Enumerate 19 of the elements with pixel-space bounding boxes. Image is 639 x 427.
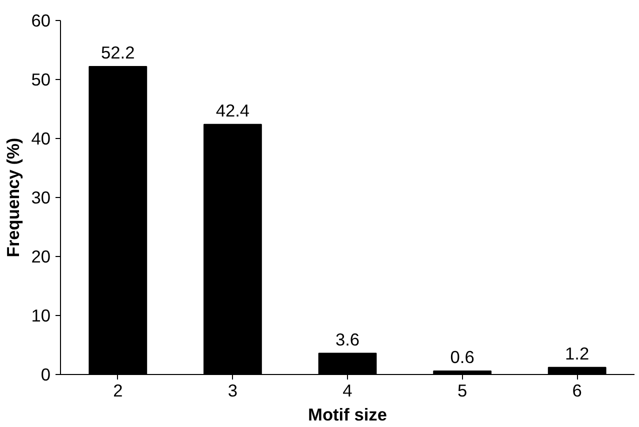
y-tick-label: 50 bbox=[31, 70, 51, 90]
x-tick-label: 3 bbox=[228, 380, 238, 400]
y-tick-label: 60 bbox=[31, 10, 51, 30]
y-tick-label: 20 bbox=[31, 246, 51, 266]
data-label: 3.6 bbox=[335, 329, 360, 350]
y-axis-title: Frequency (%) bbox=[3, 138, 24, 258]
x-tick-label: 4 bbox=[342, 380, 353, 400]
y-tick-label: 30 bbox=[31, 188, 51, 208]
y-tick-label: 0 bbox=[40, 364, 51, 384]
y-tick-label: 40 bbox=[31, 128, 51, 148]
data-label: 0.6 bbox=[450, 346, 474, 367]
x-tick-label: 2 bbox=[113, 380, 123, 400]
data-label: 52.2 bbox=[101, 42, 135, 63]
x-tick-label: 6 bbox=[572, 380, 582, 400]
data-label: 42.4 bbox=[216, 100, 250, 120]
y-tick-label: 10 bbox=[31, 306, 51, 326]
x-tick-label: 5 bbox=[457, 380, 468, 400]
data-label: 1.2 bbox=[565, 343, 590, 364]
x-axis-title: Motif size bbox=[308, 404, 388, 424]
